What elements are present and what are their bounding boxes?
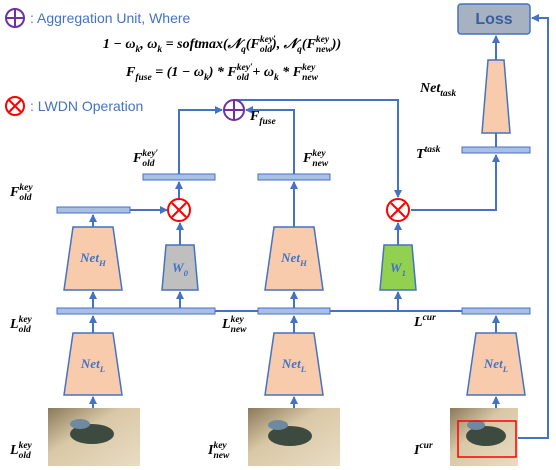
math-part: H (299, 258, 308, 268)
math-part: ω (264, 65, 274, 80)
math-part: ) * (207, 65, 228, 80)
diagram: : Aggregation Unit, Where 1 − ωk, ωk = s… (0, 0, 556, 470)
math-part: fuse (135, 73, 152, 83)
input-image (48, 408, 140, 466)
math-part: F (125, 65, 136, 80)
l-old-label: Lkeyold (9, 315, 33, 335)
math-part: L (99, 364, 105, 374)
math-part: 0 (184, 268, 189, 278)
math-part: F (226, 65, 237, 80)
math-part: L (9, 317, 19, 332)
math-part: Net (280, 250, 300, 265)
lwdn-op (168, 199, 190, 221)
math-part: )) (330, 37, 341, 52)
lwdn-op (387, 199, 409, 221)
l-cur-label: Lcur (413, 313, 436, 330)
feature-bar (57, 308, 215, 314)
math-part: Net (281, 356, 301, 371)
feature-bar (143, 174, 215, 180)
math-part: , (139, 37, 147, 52)
math-part: key (312, 149, 326, 159)
math-part: new (312, 159, 329, 169)
math-part: task (440, 89, 456, 99)
math-part: old (142, 159, 154, 169)
math-part: old (19, 451, 31, 461)
math-part: L (502, 364, 508, 374)
legend-text: : Aggregation Unit, Where (30, 10, 191, 26)
math-part: Net (80, 356, 100, 371)
math-part: ), (270, 37, 284, 52)
net-task-label: Nettask (419, 81, 456, 99)
math-part: F (250, 37, 261, 52)
math-part: F (249, 109, 260, 124)
math-part: old (237, 73, 249, 83)
math-part: F (9, 185, 20, 200)
math-part: 1 − (103, 37, 125, 52)
math-part: = softmax( (162, 37, 229, 52)
math-part: old (19, 193, 31, 203)
math-part: task (425, 145, 441, 155)
math-part: key (19, 315, 33, 325)
feature-bar (258, 174, 330, 180)
feature-bar (57, 207, 130, 213)
math-part: key (19, 441, 33, 451)
math-part: L (221, 317, 231, 332)
math-part: F (132, 151, 143, 166)
feature-bar (462, 147, 530, 153)
math-part: old (19, 325, 31, 335)
math-part: key (231, 315, 245, 325)
math-part: cur (423, 313, 437, 323)
math-part: ω (194, 65, 204, 80)
feature-bar (258, 308, 330, 314)
math-part: F (302, 151, 313, 166)
loss-label: Loss (475, 11, 512, 28)
f-fuse-label: Ffuse (249, 109, 277, 127)
aggregation-unit (224, 100, 244, 120)
math-part: key (302, 63, 316, 73)
l-new-label: Lkeynew (221, 315, 247, 335)
feature-bar (462, 308, 530, 314)
math-part: 1 (402, 268, 406, 278)
math-part: new (231, 325, 248, 335)
input-new-label: Ikeynew (207, 441, 230, 461)
math-part: * (279, 65, 293, 80)
math-part: Net (419, 81, 441, 96)
net-task (482, 60, 510, 133)
lwdn-symbol (6, 97, 24, 115)
math-part: new (213, 451, 230, 461)
aggregation-symbol (6, 9, 24, 27)
math-part: ω (147, 37, 157, 52)
math-part: Net (79, 250, 99, 265)
math-part: H (98, 258, 107, 268)
f-old-prime-label: Fkey′old (132, 149, 159, 169)
math-part: key (19, 183, 33, 193)
math-part: F (292, 65, 303, 80)
math-part: fuse (259, 117, 276, 127)
math-part: ω (125, 37, 135, 52)
math-part: old (260, 45, 272, 55)
math-part: key (213, 441, 227, 451)
legend-text: : LWDN Operation (30, 98, 143, 114)
math-part: new (316, 45, 333, 55)
input-cur-label: Icur (413, 441, 433, 458)
math-part: + (249, 65, 264, 80)
math-part: L (413, 315, 423, 330)
math-part: L (300, 364, 306, 374)
math-part: = (1 − (152, 65, 194, 80)
math-part: key′ (142, 149, 158, 159)
math-part: F (306, 37, 317, 52)
equation: 1 − ωk, ωk = softmax(𝒩q(Fkey′old), 𝒩q(Fk… (103, 35, 341, 55)
math-part: key (316, 35, 330, 45)
t-task-label: Ttask (416, 145, 441, 162)
math-part: L (9, 443, 19, 458)
input-image (450, 408, 518, 466)
math-part: cur (419, 441, 433, 451)
math-part: Net (483, 356, 503, 371)
math-part: new (302, 73, 319, 83)
input-image (248, 408, 340, 466)
